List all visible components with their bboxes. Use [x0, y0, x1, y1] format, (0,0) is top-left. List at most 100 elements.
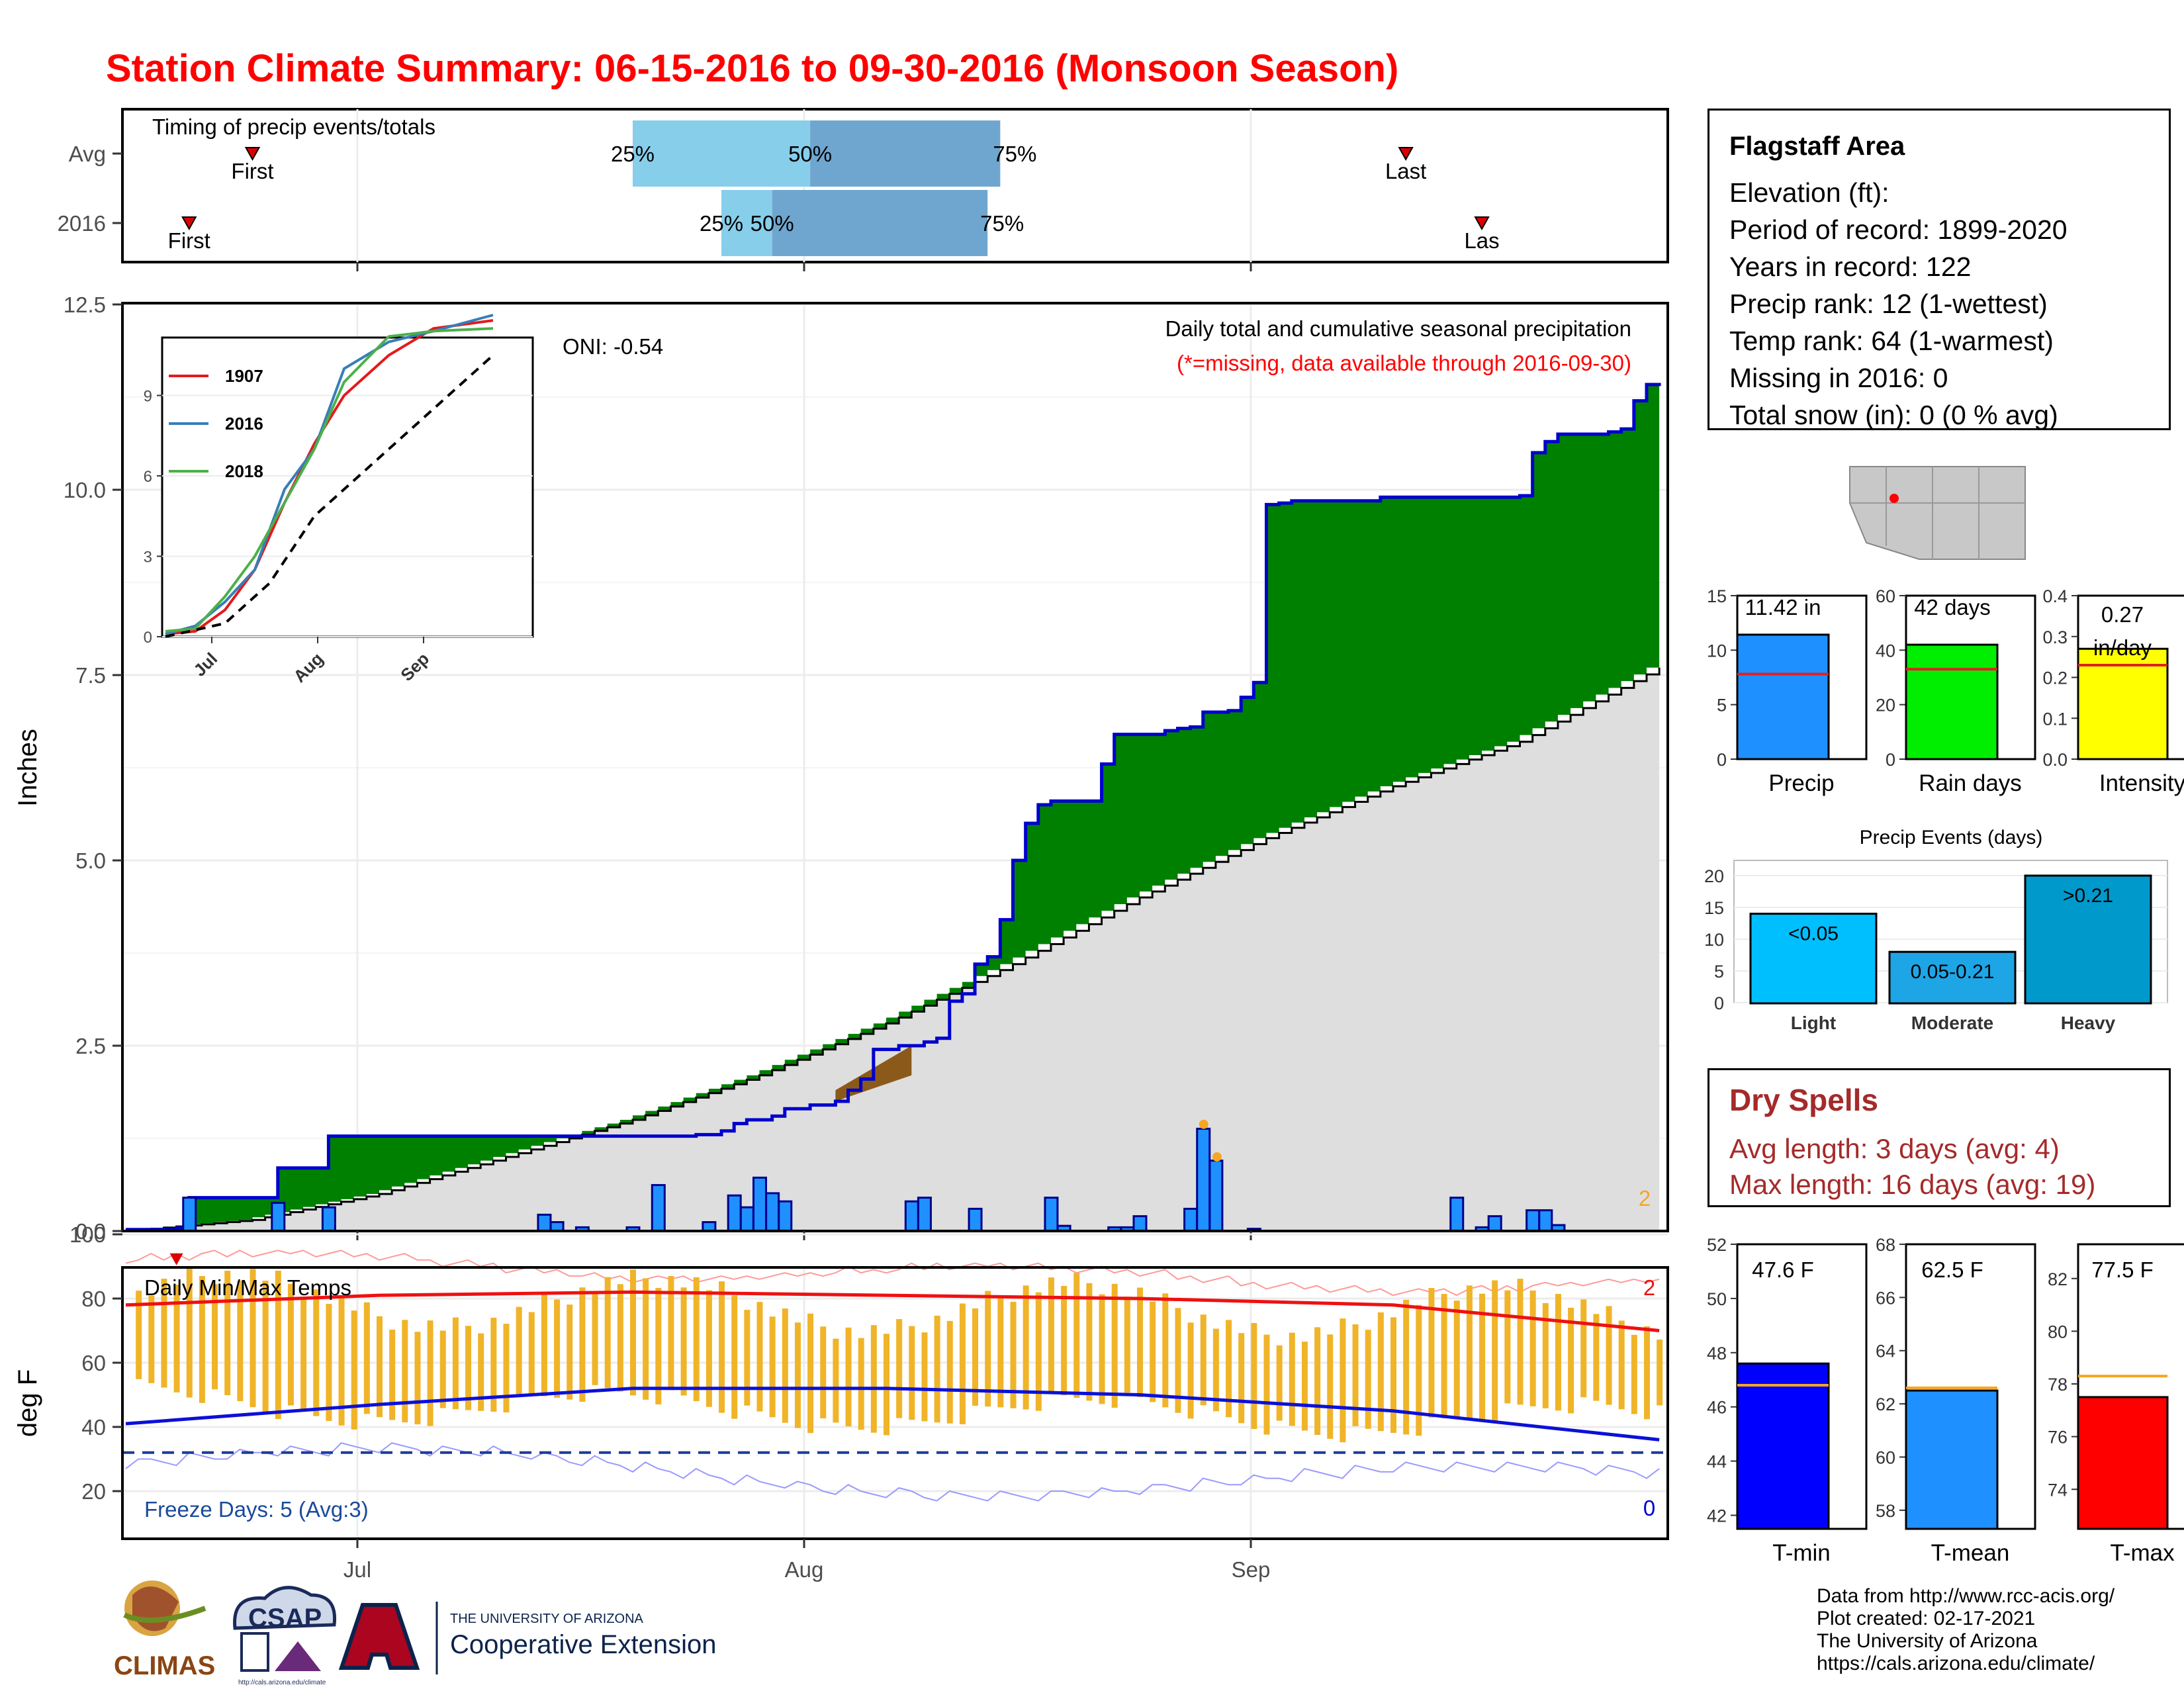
events-bar-label: <0.05	[1788, 923, 1839, 945]
oni-annotation: ONI: -0.54	[563, 334, 663, 359]
daily-temp-bar	[820, 1326, 827, 1419]
daily-temp-bar	[1580, 1299, 1587, 1398]
daily-temp-bar	[1428, 1288, 1435, 1418]
daily-temp-bar	[680, 1287, 687, 1396]
first-marker	[181, 216, 197, 231]
daily-precip-bar	[549, 1221, 565, 1232]
daily-temp-bar	[1441, 1294, 1447, 1419]
daily-temp-bar	[896, 1319, 903, 1418]
daily-temp-bar	[1226, 1320, 1232, 1418]
daily-precip-bar	[1132, 1215, 1148, 1232]
tmin-y-tick-label: 52	[1707, 1235, 1727, 1255]
timeline-label-25: 25%	[611, 142, 655, 166]
precip-title: Daily total and cumulative seasonal prec…	[1165, 316, 1631, 341]
events-y-tick-label: 15	[1704, 898, 1724, 918]
daily-temp-bar	[1023, 1285, 1029, 1410]
daily-temp-bar	[870, 1325, 877, 1433]
precip-total-y-tick-label: 5	[1717, 696, 1727, 715]
precip-y-label: Inches	[13, 729, 42, 807]
timeline-bar-lower	[721, 190, 772, 256]
daily-temp-bar	[439, 1330, 446, 1408]
daily-precip-bar	[1487, 1215, 1502, 1232]
daily-temp-bar	[1517, 1279, 1524, 1405]
daily-temp-bar	[705, 1290, 712, 1407]
cumulative-2016-line	[126, 383, 1661, 1232]
daily-temp-bar	[1061, 1285, 1068, 1396]
daily-temp-bar	[237, 1280, 244, 1402]
daily-temp-bar	[1212, 1328, 1219, 1412]
daily-temp-bar	[921, 1332, 928, 1422]
events-category-label: Light	[1791, 1013, 1836, 1033]
daily-temp-bar	[1568, 1307, 1574, 1414]
daily-temp-bar	[199, 1276, 205, 1403]
events-title: Precip Events (days)	[1860, 827, 2043, 848]
daily-temp-bar	[985, 1291, 991, 1407]
daily-temp-bar	[1048, 1277, 1054, 1394]
last-label: Last	[1385, 159, 1426, 183]
climas-text: CLIMAS	[114, 1651, 215, 1680]
daily-precip-bar	[651, 1184, 666, 1232]
record-low-count: 0	[1643, 1496, 1655, 1520]
daily-temp-bar	[148, 1295, 155, 1383]
daily-temp-bar	[186, 1269, 193, 1398]
timeline-row-label: Avg	[69, 142, 106, 166]
daily-temp-bar	[934, 1315, 940, 1423]
inset-y-tick-label: 0	[144, 629, 152, 647]
footer-credits: Data from http://www.rcc-acis.org/ Plot …	[1817, 1585, 2115, 1675]
precip-total-value: 11.42 in	[1745, 595, 1821, 619]
precip-y-tick-label: 7.5	[75, 663, 106, 688]
daily-temp-bar	[1301, 1342, 1308, 1431]
daily-temp-bar	[1175, 1308, 1181, 1413]
daily-temp-bar	[377, 1316, 383, 1418]
tmax-category-label: T-max	[2110, 1540, 2175, 1566]
freeze-days-label: Freeze Days: 5 (Avg:3)	[144, 1497, 369, 1522]
info-precip-rank: Precip rank: 12 (1-wettest)	[1729, 289, 2048, 319]
daily-temp-bar	[592, 1293, 598, 1385]
daily-temp-bar	[1631, 1334, 1637, 1414]
precip-subtitle: (*=missing, data available through 2016-…	[1177, 351, 1631, 375]
intensity-category-label: Intensity	[2099, 770, 2184, 796]
tmin-y-tick-label: 44	[1707, 1452, 1727, 1472]
daily-temp-bar	[452, 1317, 459, 1410]
timeline-label-75: 75%	[980, 211, 1024, 236]
tmin-y-tick-label: 48	[1707, 1344, 1727, 1363]
daily-temp-bar	[490, 1317, 497, 1412]
tmean-y-tick-label: 66	[1876, 1288, 1895, 1308]
csap-logo: CSAP http://cals.arizona.edu/climate	[233, 1586, 337, 1686]
locator-map	[1845, 461, 2029, 564]
rain-days-y-tick-label: 40	[1876, 641, 1895, 661]
daily-temp-bar	[478, 1333, 484, 1411]
daily-temp-bar	[1644, 1326, 1650, 1420]
daily-temp-bar	[1352, 1324, 1359, 1426]
tmean-value: 62.5 F	[1921, 1257, 1983, 1282]
daily-temp-bar	[769, 1316, 776, 1418]
daily-temp-bar	[997, 1296, 1004, 1408]
daily-temp-bar	[465, 1326, 472, 1410]
daily-temp-bar	[567, 1304, 573, 1400]
daily-temp-bar	[503, 1324, 510, 1413]
tmin-y-tick-label: 42	[1707, 1506, 1727, 1526]
daily-precip-bar	[321, 1206, 336, 1232]
daily-precip-bar	[1525, 1209, 1541, 1232]
daily-temp-bar	[959, 1303, 966, 1424]
record-min-line	[125, 1442, 1660, 1502]
daily-precip-bar	[778, 1200, 793, 1232]
timeline-bar-upper	[772, 190, 988, 256]
intensity-y-tick-label: 0.3	[2042, 627, 2068, 647]
first-label: First	[231, 159, 273, 183]
daily-temp-bar	[1035, 1292, 1042, 1411]
rain-days-y-tick-label: 20	[1876, 696, 1895, 715]
footer-source: Data from http://www.rcc-acis.org/	[1817, 1585, 2115, 1607]
events-bar-label: 0.05-0.21	[1911, 961, 1995, 983]
timeline-label-50: 50%	[751, 211, 794, 236]
daily-temp-bar	[1365, 1330, 1371, 1429]
temp-y-tick-label: 100	[69, 1222, 106, 1247]
tmax-value: 77.5 F	[2091, 1257, 2154, 1282]
ua-small-text: THE UNIVERSITY OF ARIZONA	[450, 1612, 644, 1626]
info-period: Period of record: 1899-2020	[1729, 214, 2068, 245]
timeline-label-75: 75%	[993, 142, 1036, 166]
daily-temp-bar	[833, 1338, 839, 1423]
station-info-box: Flagstaff Area Elevation (ft): Period of…	[1707, 109, 2171, 430]
precip-y-tick-label: 10.0	[64, 478, 106, 502]
daily-temp-bar	[1377, 1312, 1384, 1432]
